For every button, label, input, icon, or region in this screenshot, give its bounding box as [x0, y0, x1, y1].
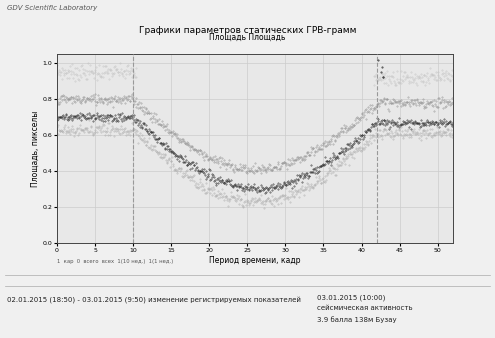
Text: GDV Scientific Laboratory: GDV Scientific Laboratory: [7, 5, 98, 11]
Text: сейсмическая активность: сейсмическая активность: [317, 305, 412, 311]
Text: 1  кар  0  всего  всех  1(10 нед.)  1(1 нед.): 1 кар 0 всего всех 1(10 нед.) 1(1 нед.): [57, 260, 173, 264]
Text: 03.01.2015 (10:00): 03.01.2015 (10:00): [317, 294, 385, 300]
Text: 02.01.2015 (18:50) - 03.01.2015 (9:50) изменение регистрируемых показателей: 02.01.2015 (18:50) - 03.01.2015 (9:50) и…: [7, 297, 301, 305]
Text: Графики параметров статических ГРВ-грамм: Графики параметров статических ГРВ-грамм: [139, 26, 356, 35]
Text: Площадь Площадь: Площадь Площадь: [209, 33, 286, 42]
X-axis label: Период времени, кадр: Период времени, кадр: [209, 256, 300, 265]
Text: 3.9 балла 138м Бузау: 3.9 балла 138м Бузау: [317, 316, 396, 323]
Y-axis label: Площадь, пикселы: Площадь, пикселы: [30, 111, 40, 187]
